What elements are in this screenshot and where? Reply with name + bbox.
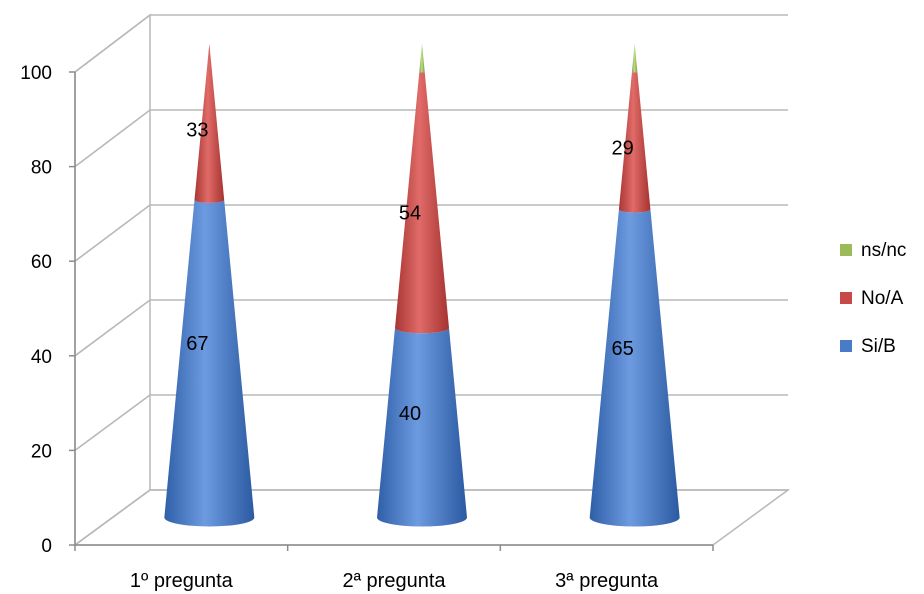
gridlines — [74, 14, 788, 546]
cone-segment-Si/B — [164, 199, 255, 527]
cone — [377, 43, 467, 527]
cone-segment-Si/B — [377, 327, 467, 527]
cone-segment-ns/nc — [631, 43, 638, 73]
y-tick-label: 60 — [31, 252, 52, 273]
gridline — [74, 394, 788, 452]
gridline — [74, 489, 788, 546]
side-wall — [74, 13, 151, 547]
y-tick-label: 20 — [31, 441, 52, 462]
gridline — [74, 14, 788, 73]
x-category-label: 2ª pregunta — [342, 570, 446, 592]
gridline — [74, 109, 788, 168]
cone-segment-Si/B — [589, 209, 680, 527]
y-axis-ticks: 0 20 40 60 80 100 — [20, 63, 75, 557]
legend-label: No/A — [861, 288, 904, 309]
data-label: 40 — [399, 403, 421, 425]
data-label: 33 — [186, 120, 208, 142]
legend-swatch — [840, 292, 852, 304]
y-tick-label: 80 — [31, 158, 52, 179]
cone-segment-No/A — [618, 71, 651, 213]
y-tick-label: 100 — [20, 63, 52, 84]
cone-segment-No/A — [395, 71, 449, 334]
cone — [589, 43, 680, 527]
x-axis-categories: 1º pregunta 2ª pregunta 3ª pregunta — [74, 545, 714, 592]
cone-segment-ns/nc — [419, 43, 425, 73]
legend-swatch — [840, 244, 852, 256]
data-labels: 67 40 65 33 54 29 — [186, 120, 634, 426]
y-tick-label: 0 — [41, 536, 52, 557]
legend-label: Si/B — [861, 336, 896, 357]
data-label: 67 — [186, 333, 208, 355]
legend-swatch — [840, 340, 852, 352]
data-label: 54 — [399, 203, 421, 225]
gridline — [74, 299, 788, 357]
cones — [164, 43, 680, 527]
axes — [74, 72, 713, 546]
x-category-label: 1º pregunta — [130, 570, 234, 592]
cone — [164, 43, 255, 527]
cone-segment-No/A — [194, 43, 225, 203]
data-label: 65 — [612, 338, 634, 360]
legend-label: ns/nc — [861, 240, 906, 261]
y-tick-label: 40 — [31, 347, 52, 368]
gridline — [74, 204, 788, 262]
x-category-label: 3ª pregunta — [555, 570, 659, 592]
legend: ns/nc No/A Si/B — [840, 240, 906, 357]
data-label: 29 — [612, 138, 634, 160]
